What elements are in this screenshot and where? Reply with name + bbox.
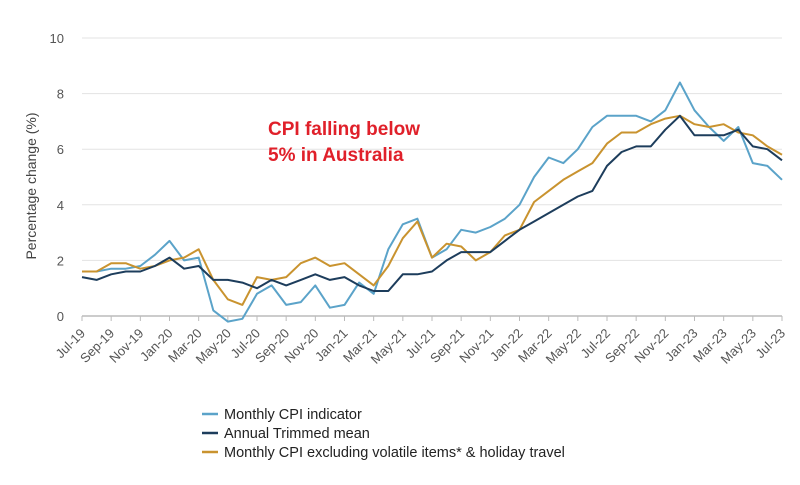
x-tick-label: Jul-23 xyxy=(752,326,788,362)
annotation-line-1: CPI falling below xyxy=(268,119,420,140)
legend: Monthly CPI indicator Annual Trimmed mean… xyxy=(202,407,565,461)
y-tick-label: 4 xyxy=(57,198,64,213)
y-tick-label: 10 xyxy=(50,31,64,46)
annotation-line-2: 5% in Australia xyxy=(268,145,404,166)
legend-label-1: Annual Trimmed mean xyxy=(224,426,370,442)
legend-label-2: Monthly CPI excluding volatile items* & … xyxy=(224,445,565,461)
gridlines xyxy=(81,37,783,321)
y-tick-label: 0 xyxy=(57,309,64,324)
y-tick-label: 8 xyxy=(57,87,64,102)
y-tick-label: 6 xyxy=(57,142,64,157)
y-axis-tick-labels: 0 2 4 6 8 10 xyxy=(50,31,64,324)
series-line-1 xyxy=(81,114,783,292)
y-tick-label: 2 xyxy=(57,253,64,268)
series-line-2 xyxy=(82,114,783,306)
y-axis-title: Percentage change (%) xyxy=(23,112,39,259)
series-lines xyxy=(81,81,783,323)
x-axis-tick-labels: Jul-19Sep-19Nov-19Jan-20Mar-20May-20Jul-… xyxy=(52,326,788,367)
legend-label-0: Monthly CPI indicator xyxy=(224,407,362,423)
